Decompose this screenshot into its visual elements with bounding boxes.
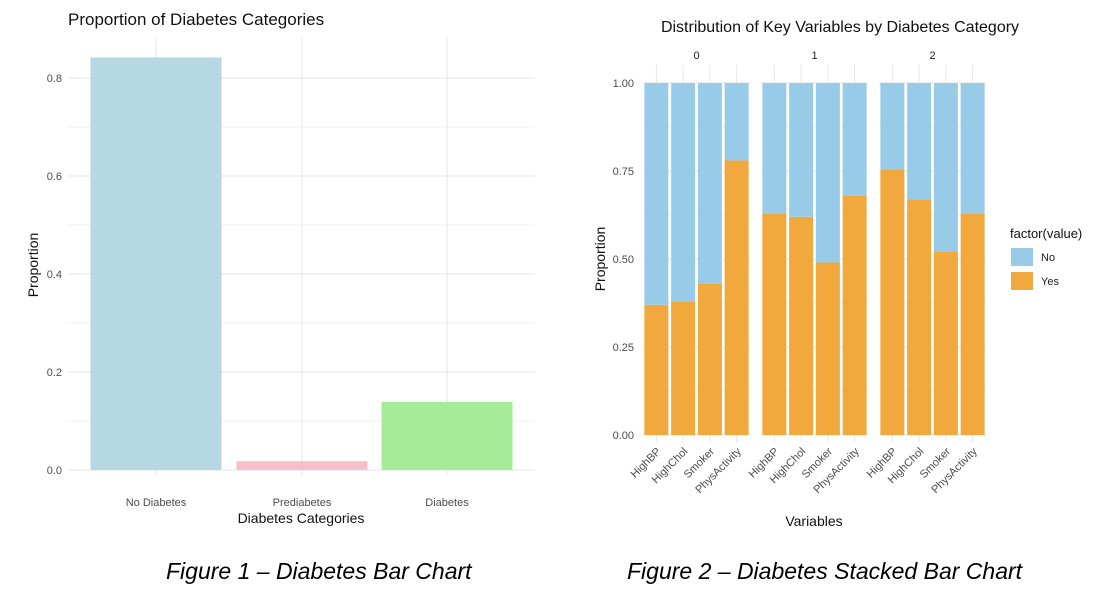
bar-no-highchol [789,83,814,217]
bar-no-highbp [880,83,905,170]
bar-yes-smoker [815,262,840,435]
x-tick-label: Prediabetes [273,497,332,509]
legend-swatch-yes [1011,272,1033,290]
chart-1-title: Proportion of Diabetes Categories [68,10,324,29]
bar-yes-highchol [907,199,932,435]
y-tick-label: 0.8 [47,73,62,85]
y-tick-label: 1.00 [613,78,634,90]
facet-label: 2 [929,50,935,62]
bar-no-highbp [644,83,669,305]
chart-2: Distribution of Key Variables by Diabete… [592,19,1082,529]
bar-yes-physactivity [960,213,985,435]
legend: factor(value) No Yes [1010,226,1082,290]
bar-no-highchol [671,83,696,302]
chart-1: Proportion of Diabetes Categories 0.0 0.2 0… [25,10,535,526]
bar-yes-highchol [671,301,696,435]
y-tick-label: 0.4 [47,269,62,281]
x-axis-title: Variables [785,513,842,529]
bar-no-smoker [815,83,840,263]
y-tick-label: 0.75 [613,166,634,178]
x-tick-label: Diabetes [425,497,469,509]
bar-yes-highbp [762,213,787,435]
legend-label-no: No [1041,252,1055,264]
legend-label-yes: Yes [1041,276,1059,288]
bar-yes-highbp [644,304,669,435]
y-tick-label: 0.25 [613,342,634,354]
bar-yes-smoker [933,251,958,435]
y-axis-title: Proportion [592,227,608,292]
x-axis-title: Diabetes Categories [238,510,365,526]
chart-2-title: Distribution of Key Variables by Diabete… [661,19,1019,36]
legend-title: factor(value) [1010,226,1082,241]
bar-prediabetes [236,461,368,470]
figure-1-caption: Figure 1 – Diabetes Bar Chart [166,558,472,584]
bar-no-physactivity [842,83,867,196]
x-tick-label: No Diabetes [126,497,187,509]
bar-yes-smoker [697,283,722,435]
y-tick-label: 0.50 [613,254,634,266]
bar-no-diabetes [90,57,222,471]
bar-diabetes [381,401,513,470]
y-tick-label: 0.2 [47,367,62,379]
figure-2-caption: Figure 2 – Diabetes Stacked Bar Chart [627,558,1023,584]
y-tick-label: 0.6 [47,171,62,183]
bar-yes-physactivity [724,160,749,435]
bar-no-highchol [907,83,932,200]
bar-no-smoker [697,83,722,284]
bar-no-physactivity [724,83,749,161]
bar-yes-physactivity [842,195,867,435]
y-axis-title: Proportion [25,233,41,298]
facet-label: 1 [811,50,817,62]
bar-no-smoker [933,83,958,252]
bar-yes-highchol [789,216,814,435]
bar-yes-highbp [880,169,905,436]
y-tick-label: 0.00 [613,430,634,442]
bar-no-physactivity [960,83,985,214]
facet-label: 0 [693,50,699,62]
bar-no-highbp [762,83,787,214]
y-tick-label: 0.0 [47,465,62,477]
legend-swatch-no [1011,248,1033,266]
